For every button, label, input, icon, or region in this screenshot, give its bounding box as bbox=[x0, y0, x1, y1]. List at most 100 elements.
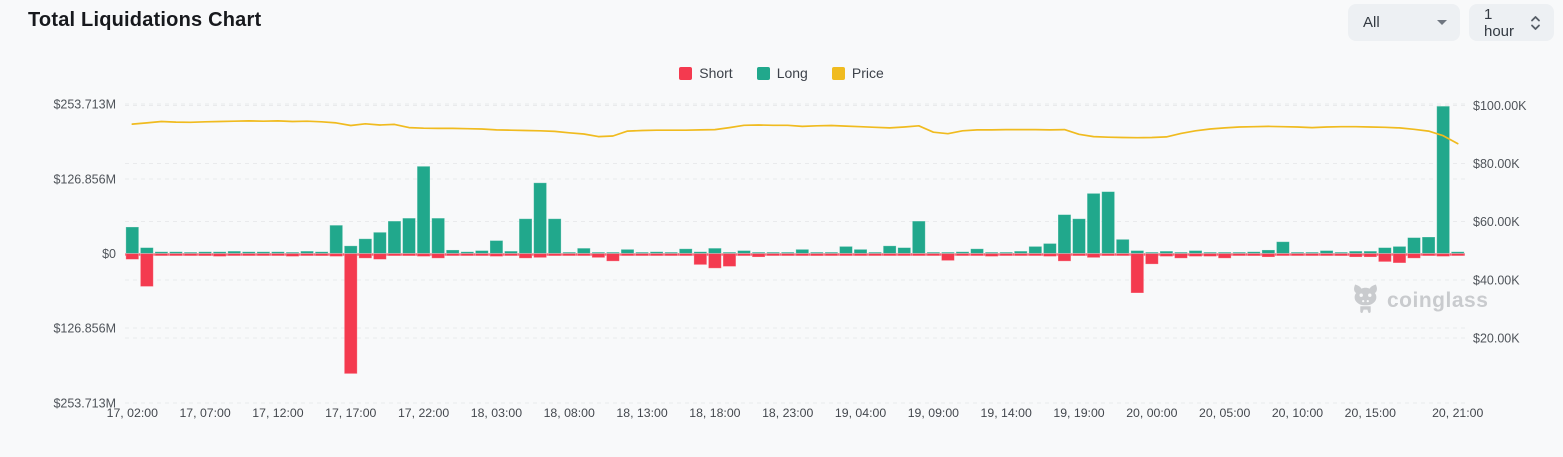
long-bar[interactable] bbox=[445, 249, 460, 254]
long-bar[interactable] bbox=[518, 218, 533, 254]
short-bar[interactable] bbox=[241, 253, 256, 257]
short-bar[interactable] bbox=[1159, 253, 1174, 257]
long-bar[interactable] bbox=[970, 248, 984, 254]
long-bar[interactable] bbox=[416, 165, 431, 254]
long-bar[interactable] bbox=[358, 238, 373, 254]
coin-filter-select[interactable]: All bbox=[1348, 4, 1460, 41]
long-bar[interactable] bbox=[1319, 250, 1334, 254]
long-bar[interactable] bbox=[1276, 241, 1290, 254]
short-bar[interactable] bbox=[678, 253, 693, 257]
short-bar[interactable] bbox=[984, 253, 999, 257]
long-bar[interactable] bbox=[533, 182, 547, 254]
short-bar[interactable] bbox=[285, 253, 300, 257]
short-bar[interactable] bbox=[1028, 253, 1043, 257]
short-bar[interactable] bbox=[635, 253, 649, 257]
short-bar[interactable] bbox=[1232, 253, 1247, 257]
short-bar[interactable] bbox=[955, 253, 970, 257]
short-bar[interactable] bbox=[868, 253, 882, 257]
long-bar[interactable] bbox=[329, 224, 344, 254]
short-bar[interactable] bbox=[212, 253, 227, 257]
short-bar[interactable] bbox=[387, 253, 402, 257]
short-bar[interactable] bbox=[1421, 253, 1436, 257]
short-bar[interactable] bbox=[1450, 253, 1465, 257]
short-bar[interactable] bbox=[1363, 253, 1378, 258]
short-bar[interactable] bbox=[1261, 253, 1276, 258]
short-bar[interactable] bbox=[1319, 253, 1334, 257]
long-bar[interactable] bbox=[678, 248, 693, 254]
long-bar[interactable] bbox=[1188, 250, 1203, 254]
short-bar[interactable] bbox=[562, 253, 577, 257]
short-bar[interactable] bbox=[1101, 253, 1115, 257]
long-bar[interactable] bbox=[737, 250, 751, 254]
long-bar[interactable] bbox=[708, 247, 722, 254]
short-bar[interactable] bbox=[839, 253, 853, 257]
long-bar[interactable] bbox=[1407, 237, 1421, 254]
short-bar[interactable] bbox=[1246, 253, 1261, 257]
short-bar[interactable] bbox=[489, 253, 504, 257]
short-bar[interactable] bbox=[824, 253, 839, 257]
short-bar[interactable] bbox=[795, 253, 810, 257]
short-bar[interactable] bbox=[853, 253, 868, 257]
long-bar[interactable] bbox=[475, 250, 489, 254]
short-bar[interactable] bbox=[606, 253, 620, 262]
long-bar[interactable] bbox=[1101, 191, 1115, 254]
short-bar[interactable] bbox=[722, 253, 737, 267]
long-bar[interactable] bbox=[125, 226, 140, 254]
long-bar[interactable] bbox=[1115, 238, 1130, 254]
short-bar[interactable] bbox=[708, 253, 722, 269]
long-bar[interactable] bbox=[897, 247, 912, 254]
short-bar[interactable] bbox=[518, 253, 533, 259]
long-bar[interactable] bbox=[1086, 192, 1101, 254]
short-bar[interactable] bbox=[154, 253, 169, 257]
short-bar[interactable] bbox=[1013, 253, 1028, 257]
long-bar[interactable] bbox=[1072, 218, 1086, 254]
short-bar[interactable] bbox=[1203, 253, 1217, 257]
short-bar[interactable] bbox=[1407, 253, 1421, 259]
long-bar[interactable] bbox=[795, 248, 810, 254]
price-line[interactable] bbox=[131, 120, 1459, 145]
short-bar[interactable] bbox=[183, 253, 198, 257]
long-bar[interactable] bbox=[1378, 247, 1392, 254]
short-bar[interactable] bbox=[780, 253, 795, 257]
short-bar[interactable] bbox=[1436, 253, 1450, 257]
short-bar[interactable] bbox=[358, 253, 373, 259]
short-bar[interactable] bbox=[1115, 253, 1130, 257]
short-bar[interactable] bbox=[431, 253, 445, 259]
short-bar[interactable] bbox=[169, 253, 183, 257]
short-bar[interactable] bbox=[271, 253, 285, 257]
legend-item-long[interactable]: Long bbox=[756, 65, 808, 81]
long-bar[interactable] bbox=[1130, 250, 1145, 254]
long-bar[interactable] bbox=[620, 248, 635, 254]
short-bar[interactable] bbox=[547, 253, 562, 257]
short-bar[interactable] bbox=[329, 253, 344, 257]
short-bar[interactable] bbox=[125, 253, 140, 260]
short-bar[interactable] bbox=[343, 253, 358, 375]
short-bar[interactable] bbox=[416, 253, 431, 257]
short-bar[interactable] bbox=[999, 253, 1014, 257]
short-bar[interactable] bbox=[373, 253, 387, 260]
short-bar[interactable] bbox=[970, 253, 984, 257]
long-bar[interactable] bbox=[853, 248, 868, 254]
short-bar[interactable] bbox=[1043, 253, 1057, 257]
short-bar[interactable] bbox=[1334, 253, 1349, 257]
long-bar[interactable] bbox=[1421, 236, 1436, 254]
long-bar[interactable] bbox=[402, 217, 416, 254]
short-bar[interactable] bbox=[1378, 253, 1392, 263]
short-bar[interactable] bbox=[475, 253, 489, 257]
short-bar[interactable] bbox=[533, 253, 547, 259]
short-bar[interactable] bbox=[140, 253, 154, 287]
long-bar[interactable] bbox=[1436, 105, 1450, 254]
short-bar[interactable] bbox=[941, 253, 955, 261]
short-bar[interactable] bbox=[1217, 253, 1232, 259]
short-bar[interactable] bbox=[1130, 253, 1145, 294]
short-bar[interactable] bbox=[693, 253, 708, 266]
short-bar[interactable] bbox=[576, 253, 591, 257]
short-bar[interactable] bbox=[402, 253, 416, 257]
short-bar[interactable] bbox=[504, 253, 518, 257]
long-bar[interactable] bbox=[343, 245, 358, 254]
long-bar[interactable] bbox=[373, 231, 387, 254]
short-bar[interactable] bbox=[737, 253, 751, 257]
short-bar[interactable] bbox=[1348, 253, 1363, 258]
short-bar[interactable] bbox=[227, 253, 242, 257]
